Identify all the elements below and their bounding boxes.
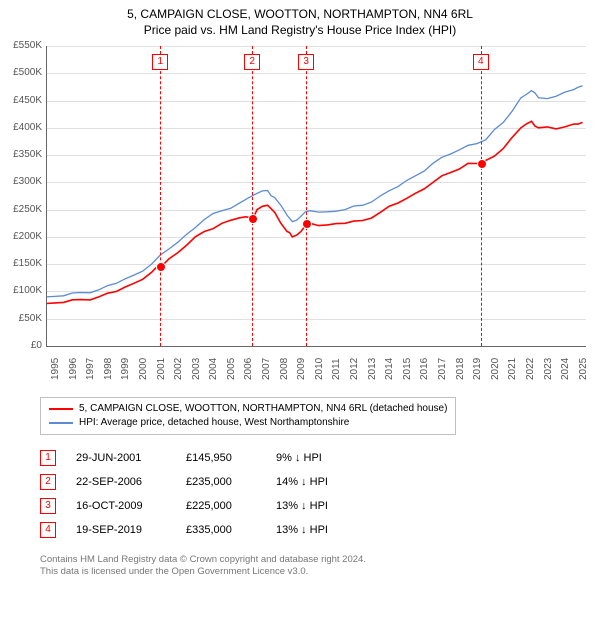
- table-row: 2 22-SEP-2006£235,00014% ↓ HPI: [40, 472, 376, 492]
- table-row: 1 29-JUN-2001£145,9509% ↓ HPI: [40, 448, 376, 468]
- y-axis-label: £350K: [2, 149, 42, 160]
- footnote-line-2: This data is licensed under the Open Gov…: [40, 566, 366, 578]
- x-axis-label: 2020: [490, 358, 501, 380]
- event-marker: 2: [244, 54, 260, 70]
- x-axis-label: 2015: [402, 358, 413, 380]
- event-line: [252, 46, 253, 346]
- sale-dot: [302, 219, 312, 229]
- x-axis-label: 2001: [156, 358, 167, 380]
- row-price: £145,950: [186, 452, 276, 464]
- row-delta: 14% ↓ HPI: [276, 476, 376, 488]
- x-axis-label: 2012: [349, 358, 360, 380]
- x-axis-label: 2017: [437, 358, 448, 380]
- x-axis-label: 2002: [173, 358, 184, 380]
- row-marker: 3: [40, 498, 56, 514]
- x-axis-label: 2016: [419, 358, 430, 380]
- row-delta: 13% ↓ HPI: [276, 524, 376, 536]
- row-delta: 9% ↓ HPI: [276, 452, 376, 464]
- sale-dot: [248, 214, 258, 224]
- title-line-1: 5, CAMPAIGN CLOSE, WOOTTON, NORTHAMPTON,…: [0, 6, 600, 22]
- event-line: [481, 46, 482, 346]
- x-axis-label: 1997: [85, 358, 96, 380]
- sale-dot: [156, 262, 166, 272]
- sales-table: 1 29-JUN-2001£145,9509% ↓ HPI 2 22-SEP-2006…: [40, 448, 376, 544]
- x-axis-label: 2024: [560, 358, 571, 380]
- row-date: 29-JUN-2001: [76, 452, 186, 464]
- row-marker: 2: [40, 474, 56, 490]
- legend-swatch: [49, 422, 73, 424]
- y-axis-label: £50K: [2, 313, 42, 324]
- x-axis-label: 2014: [384, 358, 395, 380]
- title-line-2: Price paid vs. HM Land Registry's House …: [0, 22, 600, 38]
- y-axis-label: £0: [2, 340, 42, 351]
- x-axis-label: 2007: [261, 358, 272, 380]
- chart-title: 5, CAMPAIGN CLOSE, WOOTTON, NORTHAMPTON,…: [0, 6, 600, 38]
- footnote: Contains HM Land Registry data © Crown c…: [40, 554, 366, 579]
- y-axis-label: £450K: [2, 95, 42, 106]
- x-axis-label: 2018: [455, 358, 466, 380]
- legend: 5, CAMPAIGN CLOSE, WOOTTON, NORTHAMPTON,…: [40, 397, 456, 435]
- footnote-line-1: Contains HM Land Registry data © Crown c…: [40, 554, 366, 566]
- x-axis-label: 2011: [331, 358, 342, 380]
- x-axis-label: 2019: [472, 358, 483, 380]
- chart-svg: [46, 46, 586, 346]
- legend-item: 5, CAMPAIGN CLOSE, WOOTTON, NORTHAMPTON,…: [49, 402, 447, 416]
- x-axis-label: 2021: [507, 358, 518, 380]
- x-axis-label: 2013: [367, 358, 378, 380]
- legend-label: HPI: Average price, detached house, West…: [79, 416, 349, 430]
- x-axis-label: 1995: [50, 358, 61, 380]
- x-axis-label: 2025: [578, 358, 589, 380]
- axis-line: [46, 46, 47, 346]
- x-axis-label: 2009: [296, 358, 307, 380]
- x-axis-label: 2000: [138, 358, 149, 380]
- x-axis-label: 1996: [68, 358, 79, 380]
- y-axis-label: £300K: [2, 176, 42, 187]
- sale-dot: [477, 159, 487, 169]
- row-price: £235,000: [186, 476, 276, 488]
- legend-label: 5, CAMPAIGN CLOSE, WOOTTON, NORTHAMPTON,…: [79, 402, 447, 416]
- y-axis-label: £150K: [2, 258, 42, 269]
- y-axis-label: £100K: [2, 285, 42, 296]
- x-axis-label: 1999: [120, 358, 131, 380]
- table-row: 3 16-OCT-2009£225,00013% ↓ HPI: [40, 496, 376, 516]
- chart-plot-area: [46, 46, 586, 346]
- row-delta: 13% ↓ HPI: [276, 500, 376, 512]
- row-price: £225,000: [186, 500, 276, 512]
- x-axis-label: 2006: [243, 358, 254, 380]
- x-axis-label: 2008: [279, 358, 290, 380]
- y-axis-label: £250K: [2, 204, 42, 215]
- row-price: £335,000: [186, 524, 276, 536]
- table-row: 4 19-SEP-2019£335,00013% ↓ HPI: [40, 520, 376, 540]
- event-marker: 3: [298, 54, 314, 70]
- row-date: 19-SEP-2019: [76, 524, 186, 536]
- legend-item: HPI: Average price, detached house, West…: [49, 416, 447, 430]
- series-line: [46, 86, 583, 297]
- event-line: [160, 46, 161, 346]
- series-line: [46, 121, 583, 303]
- legend-swatch: [49, 408, 73, 410]
- row-date: 16-OCT-2009: [76, 500, 186, 512]
- row-date: 22-SEP-2006: [76, 476, 186, 488]
- x-axis-label: 2010: [314, 358, 325, 380]
- event-marker: 1: [152, 54, 168, 70]
- y-axis-label: £500K: [2, 67, 42, 78]
- axis-line: [46, 346, 586, 347]
- y-axis-label: £200K: [2, 231, 42, 242]
- x-axis-label: 2003: [191, 358, 202, 380]
- event-line: [306, 46, 307, 346]
- y-axis-label: £550K: [2, 40, 42, 51]
- x-axis-label: 2023: [543, 358, 554, 380]
- x-axis-label: 2004: [208, 358, 219, 380]
- x-axis-label: 1998: [103, 358, 114, 380]
- x-axis-label: 2022: [525, 358, 536, 380]
- row-marker: 4: [40, 522, 56, 538]
- x-axis-label: 2005: [226, 358, 237, 380]
- y-axis-label: £400K: [2, 122, 42, 133]
- event-marker: 4: [473, 54, 489, 70]
- row-marker: 1: [40, 450, 56, 466]
